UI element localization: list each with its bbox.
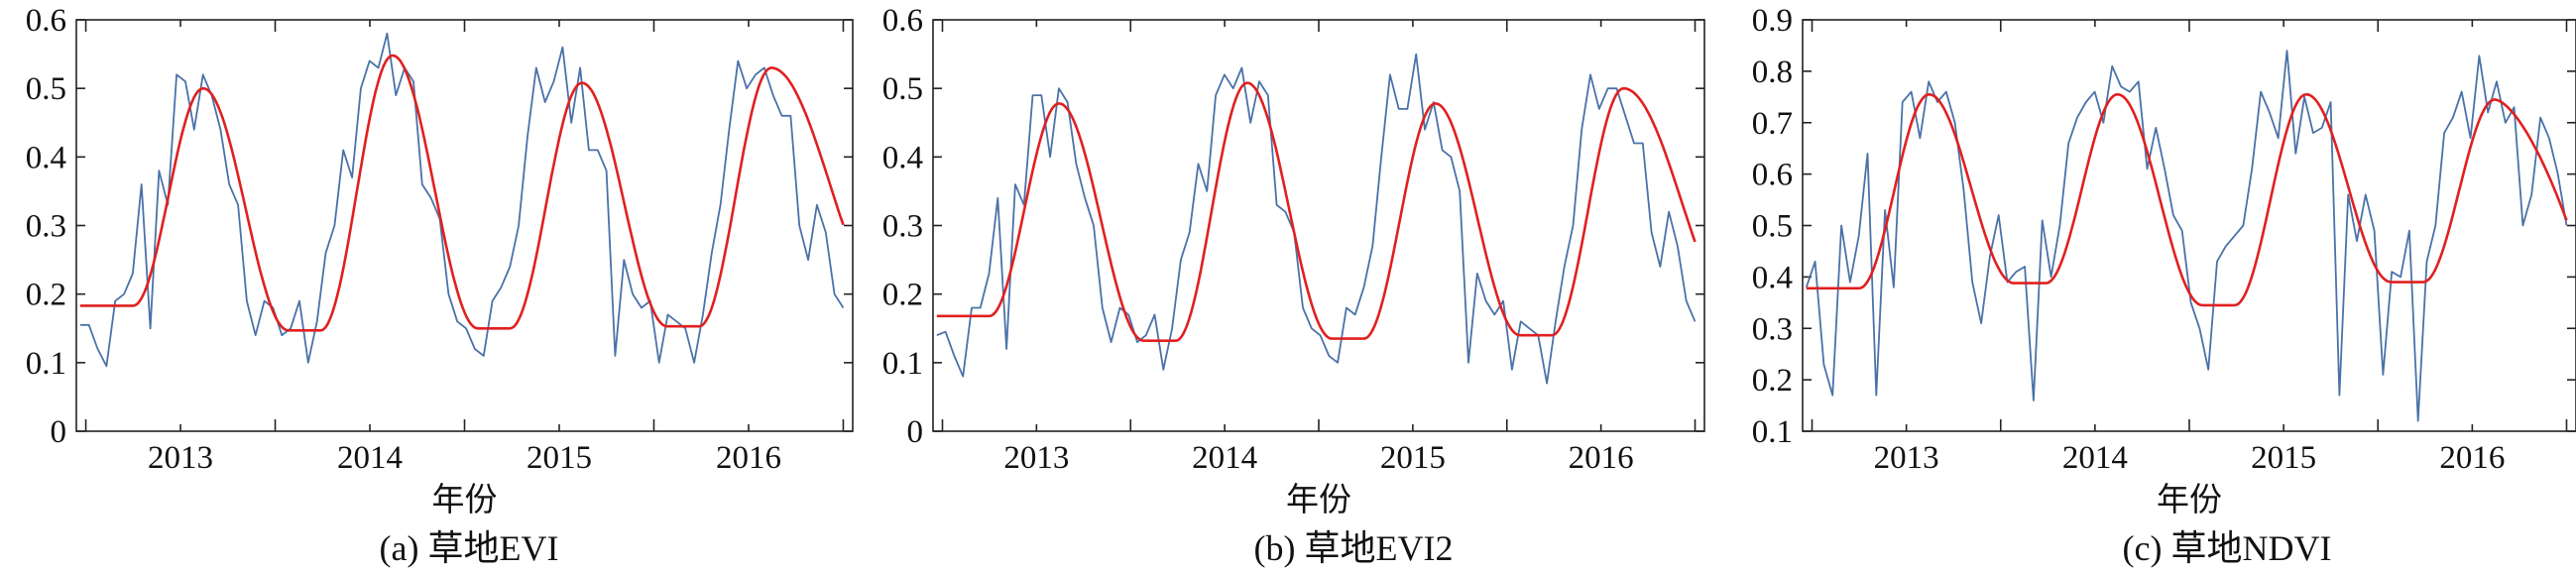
caption-a: (a) 草地EVI	[379, 528, 559, 568]
y-tick-label: 0.8	[1752, 55, 1793, 90]
chart-panel-2: 0 0.1 0.2 0.3 0.4 0.5 0.6 2013 2014 2015 2016 年份	[882, 3, 1705, 518]
y-tick-label: 0.4	[26, 140, 66, 175]
y-tick-label: 0.5	[1752, 209, 1793, 245]
x-axis-label: 年份	[1286, 482, 1351, 518]
x-tick-label: 2015	[2251, 440, 2316, 476]
y-tick-label: 0.3	[882, 209, 923, 245]
y-tick-label: 0.2	[26, 278, 66, 313]
y-tick-label: 0.1	[26, 346, 66, 382]
y-tick-label: 0.3	[1752, 311, 1793, 347]
y-tick-label: 0.5	[26, 71, 66, 107]
y-tick-label: 0.3	[26, 209, 66, 245]
series-raw	[79, 32, 845, 368]
x-tick-label: 2013	[1003, 440, 1069, 476]
x-tick-label: 2015	[527, 440, 592, 476]
series-fitted	[1806, 92, 2568, 307]
plot-frame	[75, 19, 854, 432]
y-tick-label: 0.4	[882, 140, 923, 175]
x-axis-label: 年份	[432, 482, 498, 518]
x-tick-label: 2015	[1380, 440, 1446, 476]
y-tick-label: 0	[51, 414, 67, 450]
y-tick-label: 0.6	[26, 3, 66, 39]
series-fitted	[936, 81, 1697, 342]
caption-c: (c) 草地NDVI	[2122, 528, 2332, 568]
x-tick-label: 2013	[148, 440, 213, 476]
chart-panel-3: 0.1 0.2 0.3 0.4 0.5 0.6 0.7 0.8 0.9 2013 2014 2015 2…	[1752, 3, 2576, 518]
plot-frame	[1802, 19, 2576, 432]
y-tick-label: 0.5	[882, 71, 923, 107]
x-tick-label: 2016	[716, 440, 781, 476]
x-tick-label: 2014	[1192, 440, 1257, 476]
y-tick-label: 0.2	[1752, 363, 1793, 399]
y-tick-label: 0.7	[1752, 106, 1793, 142]
y-tick-label: 0.1	[1752, 414, 1793, 450]
x-tick-label: 2014	[337, 440, 403, 476]
y-tick-label: 0.9	[1752, 3, 1793, 39]
y-tick-label: 0.4	[1752, 260, 1793, 295]
series-raw	[1805, 50, 2568, 422]
y-tick-label: 0	[907, 414, 924, 450]
y-tick-label: 0.6	[882, 3, 923, 39]
x-tick-label: 2016	[1569, 440, 1634, 476]
x-tick-label: 2014	[2062, 440, 2128, 476]
series-fitted	[79, 54, 845, 332]
x-tick-label: 2016	[2439, 440, 2505, 476]
y-tick-label: 0.1	[882, 346, 923, 382]
x-tick-label: 2013	[1874, 440, 1939, 476]
caption-b: (b) 草地EVI2	[1253, 528, 1454, 568]
series-raw	[936, 53, 1697, 385]
y-tick-label: 0.6	[1752, 158, 1793, 193]
chart-panel-1: 0 0.1 0.2 0.3 0.4 0.5 0.6 2013 2014 2015 2016 年份	[26, 3, 854, 518]
x-axis-label: 年份	[2157, 482, 2222, 518]
y-tick-label: 0.2	[882, 278, 923, 313]
